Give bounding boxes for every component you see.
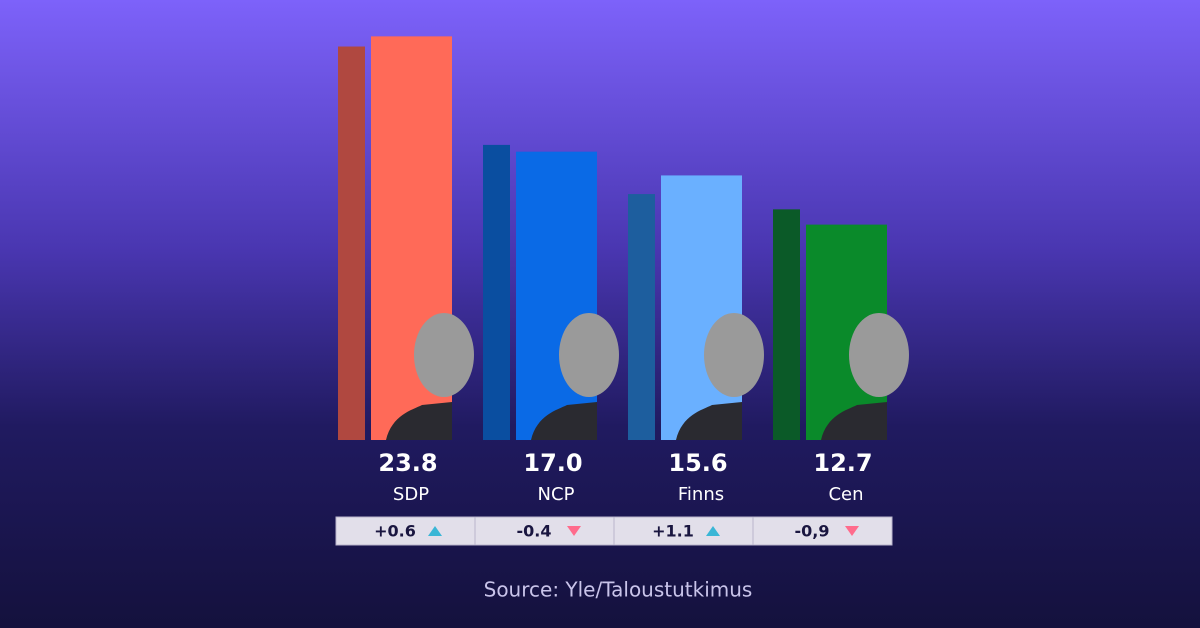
current-bar xyxy=(516,151,597,440)
value-label: 12.7 xyxy=(813,449,872,477)
portrait xyxy=(386,402,452,440)
change-arrow xyxy=(706,526,720,536)
category-label: Finns xyxy=(678,484,724,505)
category-label: SDP xyxy=(393,484,429,505)
change-box xyxy=(613,516,754,546)
change-label: +1.1 xyxy=(652,522,694,541)
previous-bar xyxy=(483,144,510,440)
previous-bar xyxy=(773,209,800,440)
change-label: -0.4 xyxy=(517,522,552,541)
portrait xyxy=(531,402,597,440)
portrait xyxy=(559,313,619,397)
change-arrow xyxy=(428,526,442,536)
portrait xyxy=(849,313,909,397)
category-label: Cen xyxy=(828,484,863,505)
change-arrow xyxy=(845,526,859,536)
change-box xyxy=(335,516,476,546)
value-label: 15.6 xyxy=(668,449,727,477)
change-label: -0,9 xyxy=(795,522,830,541)
portrait xyxy=(676,402,742,440)
current-bar xyxy=(661,175,742,440)
value-label: 23.8 xyxy=(378,449,437,477)
previous-bar xyxy=(338,46,365,440)
change-box xyxy=(752,516,893,546)
portrait xyxy=(821,402,887,440)
change-arrow xyxy=(567,526,581,536)
portrait xyxy=(414,313,474,397)
previous-bar xyxy=(628,194,655,440)
portrait xyxy=(704,313,764,397)
change-label: +0.6 xyxy=(374,522,416,541)
value-label: 17.0 xyxy=(523,449,582,477)
category-label: NCP xyxy=(538,484,575,505)
source: Source: Yle/Taloustutkimus xyxy=(484,578,753,602)
